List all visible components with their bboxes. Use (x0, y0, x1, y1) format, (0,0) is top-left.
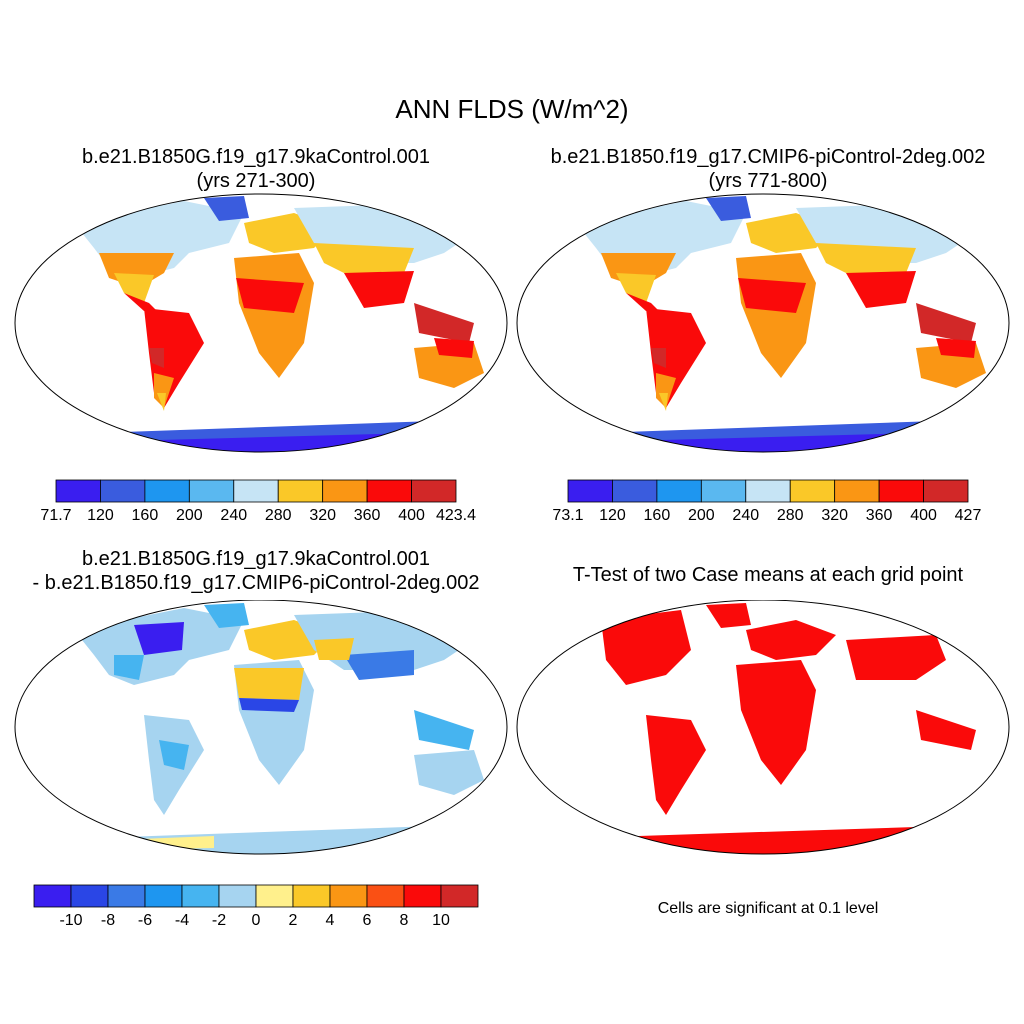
panel3-title-line1: b.e21.B1850G.f19_g17.9kaControl.001 (81, 548, 431, 570)
colorbar-tick-label: 360 (354, 507, 381, 524)
panel1-title: b.e21.B1850G.f19_g17.9kaControl.001 (yrs… (0, 145, 512, 193)
map-case2-border (516, 193, 1010, 453)
map-ttest-border (516, 600, 1010, 855)
colorbar-swatch (33, 884, 72, 908)
colorbar-tick-label: 120 (87, 507, 114, 524)
colorbar-swatch (403, 884, 442, 908)
figure-title: ANN FLDS (W/m^2) (395, 94, 629, 124)
map-difference-border (14, 600, 508, 855)
colorbar-tick-label: -6 (138, 912, 152, 929)
colorbar-tick-label: 280 (265, 507, 292, 524)
colorbar-tick-label: 10 (432, 912, 450, 929)
colorbar-tick-label: 240 (220, 507, 247, 524)
colorbar-tick-label: 160 (132, 507, 159, 524)
colorbar-swatch (107, 884, 146, 908)
colorbar-tick-label: 320 (821, 507, 848, 524)
map-difference-field (74, 603, 484, 854)
colorbar-swatch (218, 884, 257, 908)
colorbar-swatch (878, 479, 924, 503)
colorbar-tick-label: 120 (599, 507, 626, 524)
colorbar-tick-label: -2 (212, 912, 226, 929)
colorbar-tick-label: 423.4 (436, 507, 476, 524)
colorbar-swatch (329, 884, 368, 908)
colorbar-swatch (70, 884, 109, 908)
colorbar-swatch (188, 479, 235, 503)
panel2-title-line1: b.e21.B1850.f19_g17.CMIP6-piControl-2deg… (550, 146, 986, 168)
colorbar-tick-label: 280 (777, 507, 804, 524)
significance-note: Cells are significant at 0.1 level (657, 900, 879, 917)
panel2-title-line2: (yrs 771-800) (708, 170, 828, 192)
colorbar-swatch (366, 884, 405, 908)
colorbar-tick-label: 2 (289, 912, 298, 929)
colorbar-swatch (567, 479, 613, 503)
colorbar-tick-label: 200 (176, 507, 203, 524)
colorbar-tick-label: 160 (644, 507, 671, 524)
panel2-title: b.e21.B1850.f19_g17.CMIP6-piControl-2deg… (512, 145, 1024, 193)
colorbar-tick-label: 4 (326, 912, 335, 929)
colorbar-swatch (233, 479, 279, 503)
colorbar-swatch (440, 884, 479, 908)
colorbar-swatch (366, 479, 412, 503)
colorbar-tick-label: 240 (732, 507, 759, 524)
map-case1-border (14, 193, 508, 453)
colorbar-difference: -10 -8 -6 -4 -2 0 2 4 6 8 10 (33, 884, 479, 929)
colorbar-tick-label: 200 (688, 507, 715, 524)
colorbar-tick-label: 71.7 (40, 507, 71, 524)
colorbar-tick-label: 400 (910, 507, 937, 524)
colorbar-tick-label: 400 (398, 507, 425, 524)
colorbar-swatch (144, 884, 183, 908)
colorbar-swatch (700, 479, 747, 503)
colorbar-tick-label: -8 (101, 912, 115, 929)
map-case2-field (576, 196, 986, 452)
colorbar-tick-label: 320 (309, 507, 336, 524)
colorbar-swatch (55, 479, 101, 503)
map-case1 (14, 193, 508, 453)
colorbar-case1: 71.7 120 160 200 240 280 320 360 400 423.4 (40, 479, 476, 524)
panel3-title-line2: - b.e21.B1850.f19_g17.CMIP6-piControl-2d… (32, 572, 480, 594)
colorbar-swatch (789, 479, 836, 503)
colorbar-tick-label: 360 (866, 507, 893, 524)
map-difference (14, 600, 508, 855)
colorbar-swatch (745, 479, 791, 503)
colorbar-tick-label: 6 (363, 912, 372, 929)
colorbar-swatch (612, 479, 658, 503)
colorbar-case2: 73.1 120 160 200 240 280 320 360 400 427 (552, 479, 982, 524)
colorbar-swatch (277, 479, 324, 503)
colorbar-swatch (255, 884, 294, 908)
colorbar-tick-label: 73.1 (552, 507, 583, 524)
panel1-title-line1: b.e21.B1850G.f19_g17.9kaControl.001 (81, 146, 431, 168)
panel1-title-line2: (yrs 271-300) (196, 170, 316, 192)
colorbar-swatch (100, 479, 146, 503)
colorbar-tick-label: 0 (252, 912, 261, 929)
panel4-title-line1: T-Test of two Case means at each grid po… (572, 564, 964, 586)
map-case2 (516, 193, 1010, 453)
colorbar-swatch (656, 479, 702, 503)
colorbar-swatch (923, 479, 969, 503)
colorbar-tick-label: 427 (955, 507, 982, 524)
colorbar-swatch (292, 884, 331, 908)
panel4-title: T-Test of two Case means at each grid po… (512, 563, 1024, 587)
colorbar-swatch (834, 479, 880, 503)
map-ttest (516, 600, 1010, 855)
map-case1-field (74, 196, 484, 452)
colorbar-swatch (322, 479, 368, 503)
map-ttest-field (566, 603, 976, 854)
colorbar-tick-label: -10 (59, 912, 82, 929)
colorbar-swatch (181, 884, 220, 908)
colorbar-tick-label: -4 (175, 912, 189, 929)
colorbar-swatch (144, 479, 190, 503)
colorbar-tick-label: 8 (400, 912, 409, 929)
panel3-title: b.e21.B1850G.f19_g17.9kaControl.001 - b.… (0, 547, 546, 595)
colorbar-swatch (411, 479, 457, 503)
